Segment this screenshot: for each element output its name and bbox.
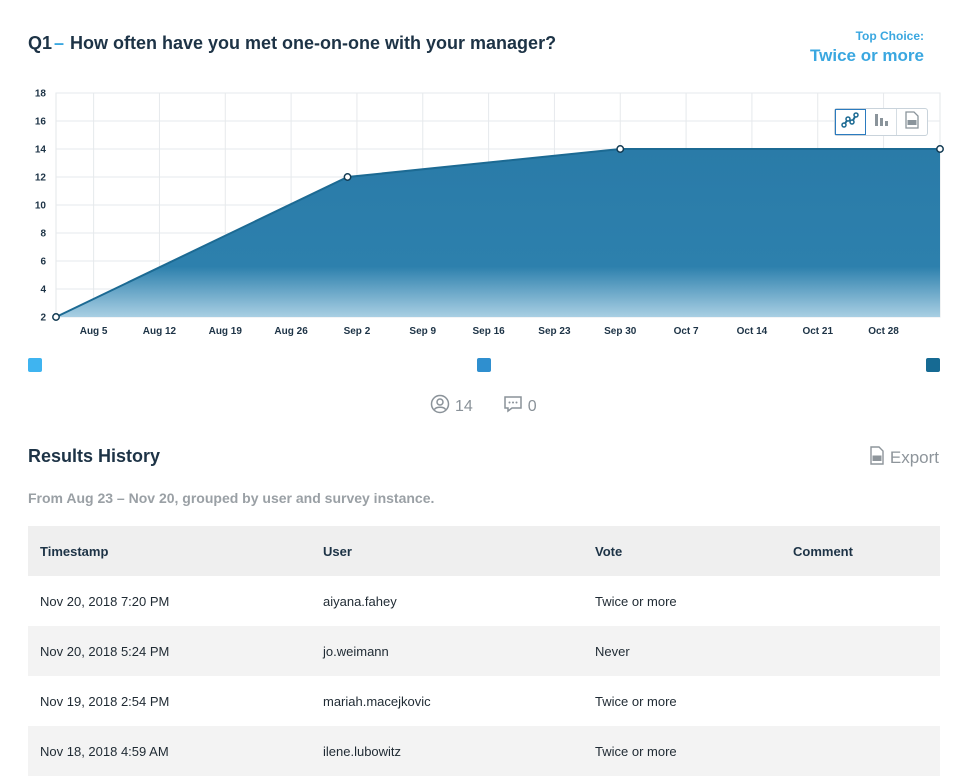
y-tick-label: 18	[35, 89, 47, 100]
y-tick-label: 14	[35, 145, 47, 156]
x-tick-label: Sep 9	[409, 326, 436, 337]
csv-file-icon	[904, 110, 920, 134]
question-title: Q1– How often have you met one-on-one wit…	[28, 33, 556, 54]
comments-value: 0	[527, 397, 537, 415]
x-tick-label: Oct 14	[737, 326, 768, 337]
column-header-user[interactable]: User	[323, 543, 352, 559]
y-tick-label: 6	[40, 257, 46, 268]
bar-chart-button[interactable]	[866, 109, 897, 135]
export-button[interactable]: Export	[869, 446, 939, 470]
x-tick-label: Oct 21	[802, 326, 833, 337]
participants-count: 14	[430, 394, 473, 419]
row-timestamp: Nov 20, 2018 7:20 PM	[40, 593, 170, 609]
top-choice-label: Top Choice:	[855, 29, 924, 43]
results-history-title: Results History	[28, 446, 161, 466]
x-tick-label: Sep 16	[472, 326, 505, 337]
top-choice: Top Choice: Twice or more	[810, 29, 924, 66]
table-row: Nov 18, 2018 4:59 AM ilene.lubowitz Twic…	[28, 726, 940, 776]
y-tick-label: 2	[40, 313, 46, 324]
line-chart-icon	[841, 111, 859, 134]
export-label: Export	[889, 448, 939, 467]
results-chart: 2 4 6 8 10 12 14 16 18 Aug 5 Aug 12 Aug 19 Aug 26 Se…	[35, 89, 944, 337]
row-vote: Twice or more	[595, 743, 677, 759]
column-header-comment[interactable]: Comment	[793, 543, 853, 559]
legend-swatch-3	[926, 358, 940, 372]
y-tick-label: 8	[40, 229, 46, 240]
data-point	[52, 313, 60, 321]
table-row: Nov 20, 2018 7:20 PM aiyana.fahey Twice …	[28, 576, 940, 626]
y-tick-label: 12	[35, 173, 47, 184]
results-history-subtitle: From Aug 23 – Nov 20, grouped by user an…	[28, 490, 435, 506]
y-tick-label: 16	[35, 117, 47, 128]
data-point	[936, 145, 944, 153]
column-header-timestamp[interactable]: Timestamp	[40, 543, 109, 559]
row-timestamp: Nov 19, 2018 2:54 PM	[40, 693, 170, 709]
user-icon	[430, 394, 450, 419]
data-point	[343, 173, 352, 181]
chart-type-toggle	[834, 108, 928, 136]
row-vote: Never	[595, 643, 630, 659]
question-number: Q1	[28, 33, 53, 53]
row-user: ilene.lubowitz	[323, 743, 402, 759]
question-dash: –	[54, 33, 65, 53]
x-tick-label: Sep 30	[604, 326, 637, 337]
results-table: Timestamp User Vote Comment Nov 20, 2018…	[28, 526, 940, 776]
csv-file-icon	[869, 446, 885, 470]
area-fill	[56, 149, 940, 317]
legend-swatch-1	[28, 358, 42, 372]
row-timestamp: Nov 18, 2018 4:59 AM	[40, 743, 169, 759]
row-user: aiyana.fahey	[323, 593, 397, 609]
response-counts: 14 0	[430, 394, 537, 419]
x-tick-label: Aug 26	[274, 326, 308, 337]
table-row: Nov 20, 2018 5:24 PM jo.weimann Never	[28, 626, 940, 676]
comments-count: 0	[503, 394, 537, 419]
x-tick-label: Aug 12	[143, 326, 177, 337]
table-header: Timestamp User Vote Comment	[28, 526, 940, 576]
line-chart-button[interactable]	[835, 109, 866, 135]
x-tick-label: Aug 5	[80, 326, 108, 337]
table-row: Nov 19, 2018 2:54 PM mariah.macejkovic T…	[28, 676, 940, 726]
x-tick-label: Sep 23	[538, 326, 571, 337]
series-line	[55, 148, 940, 318]
participants-value: 14	[455, 397, 473, 415]
y-tick-label: 10	[35, 201, 47, 212]
x-tick-label: Oct 7	[674, 326, 699, 337]
row-vote: Twice or more	[595, 693, 677, 709]
question-text: How often have you met one-on-one with y…	[70, 33, 557, 53]
x-tick-label: Aug 19	[209, 326, 243, 337]
data-point	[616, 145, 625, 153]
row-user: mariah.macejkovic	[323, 693, 431, 709]
column-header-vote[interactable]: Vote	[595, 543, 623, 559]
bar-chart-icon	[872, 111, 890, 134]
x-tick-label: Sep 2	[344, 326, 371, 337]
comment-icon	[503, 394, 523, 419]
y-tick-label: 4	[40, 285, 46, 296]
x-tick-label: Oct 28	[868, 326, 899, 337]
top-choice-value: Twice or more	[810, 46, 924, 65]
row-vote: Twice or more	[595, 593, 677, 609]
legend-swatch-2	[477, 358, 491, 372]
row-timestamp: Nov 20, 2018 5:24 PM	[40, 643, 170, 659]
csv-download-button[interactable]	[897, 109, 927, 135]
row-user: jo.weimann	[323, 643, 389, 659]
